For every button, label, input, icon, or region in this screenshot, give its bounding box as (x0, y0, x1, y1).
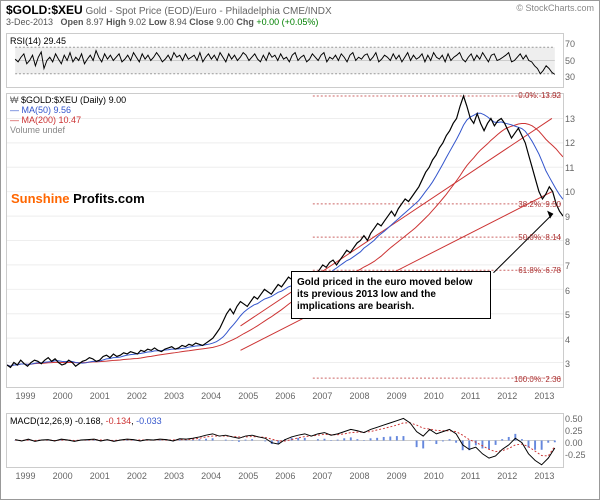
macd-x-axis: 1999 2000 2001 2002 2003 2004 2005 2006 2007 2008… (7, 471, 563, 481)
price-ytick: 8 (565, 237, 591, 247)
x-tick: 2007 (312, 471, 332, 481)
x-tick: 1999 (16, 471, 36, 481)
rsi-tick-50: 50 (565, 56, 591, 66)
date: 3-Dec-2013 (6, 17, 53, 27)
x-tick: 2009 (387, 471, 407, 481)
ohlc-row: 3-Dec-2013 Open 8.97 High 9.02 Low 8.94 … (6, 17, 594, 27)
watermark-sunshine: Sunshine (11, 191, 70, 206)
open-label: Open (61, 17, 84, 27)
price-ytick: 6 (565, 286, 591, 296)
chg-label: Chg (236, 17, 254, 27)
open-value: 8.97 (86, 17, 104, 27)
price-chart (7, 94, 563, 387)
x-tick: 2005 (238, 391, 258, 401)
close-value: 9.00 (216, 17, 234, 27)
macd-tick-2: 0.25 (565, 426, 591, 436)
rsi-tick-30: 30 (565, 72, 591, 82)
x-tick: 2013 (534, 471, 554, 481)
symbol-desc: Gold - Spot Price (EOD)/Euro - Philadelp… (85, 6, 331, 17)
ma200-label: MA(200) (22, 115, 57, 125)
macd-v1: -0.168 (75, 416, 101, 426)
chart-container: © StockCharts.com $GOLD:$XEU Gold - Spot… (0, 0, 600, 500)
macd-tick-3: 0.00 (565, 438, 591, 448)
watermark-profits: Profits.com (70, 191, 145, 206)
x-tick: 1999 (16, 391, 36, 401)
price-ytick: 4 (565, 335, 591, 345)
x-tick: 2011 (461, 391, 480, 401)
annotation-callout: Gold priced in the euro moved below its … (291, 271, 491, 319)
main-legend: ₩ $GOLD:$XEU (Daily) 9.00 — MA(50) 9.56 … (10, 96, 126, 136)
price-ytick: 13 (565, 114, 591, 124)
volume-label: Volume undef (10, 125, 65, 135)
x-tick: 2001 (90, 471, 110, 481)
macd-tick-1: 0.50 (565, 414, 591, 424)
macd-v2: -0.134 (106, 416, 132, 426)
x-tick: 2010 (424, 391, 444, 401)
symbol-title: $GOLD:$XEU (6, 3, 83, 17)
chg-value: +0.00 (+0.05%) (256, 17, 318, 27)
price-legend-label: $GOLD:$XEU (Daily) (21, 95, 106, 105)
attribution: © StockCharts.com (516, 3, 594, 13)
x-tick: 2004 (201, 391, 221, 401)
fib-level-label: 61.8%: 6.78 (518, 266, 561, 275)
macd-label: MACD(12,26,9) -0.168, -0.134, -0.033 (10, 416, 162, 426)
x-tick: 2012 (497, 471, 517, 481)
x-tick: 2013 (534, 391, 554, 401)
price-panel: ₩ $GOLD:$XEU (Daily) 9.00 — MA(50) 9.56 … (6, 93, 564, 388)
price-legend-value: 9.00 (109, 95, 127, 105)
watermark: Sunshine Profits.com (11, 191, 145, 206)
price-ytick: 3 (565, 359, 591, 369)
close-label: Close (189, 17, 214, 27)
x-tick: 2008 (350, 391, 370, 401)
high-label: High (106, 17, 126, 27)
rsi-chart (7, 34, 563, 87)
macd-panel: MACD(12,26,9) -0.168, -0.134, -0.033 0.5… (6, 413, 564, 468)
rsi-name: RSI(14) (10, 36, 41, 46)
x-tick: 2000 (53, 471, 73, 481)
x-tick: 2000 (53, 391, 73, 401)
x-tick: 2012 (497, 391, 517, 401)
ma200-value: 10.47 (59, 115, 82, 125)
x-tick: 2004 (201, 471, 221, 481)
chart-header: $GOLD:$XEU Gold - Spot Price (EOD)/Euro … (1, 1, 599, 29)
x-tick: 2003 (164, 391, 184, 401)
x-tick: 2008 (350, 471, 370, 481)
price-ytick: 9 (565, 212, 591, 222)
x-tick: 2002 (127, 391, 147, 401)
x-tick: 2003 (164, 471, 184, 481)
ma50-value: 9.56 (54, 105, 72, 115)
fib-level-label: 0.0%: 13.92 (518, 91, 561, 100)
x-tick: 2006 (275, 471, 295, 481)
price-ytick: 11 (565, 163, 591, 173)
x-tick: 2009 (387, 391, 407, 401)
x-tick: 2010 (424, 471, 444, 481)
low-value: 8.94 (169, 17, 187, 27)
fib-level-label: 50.0%: 8.14 (518, 233, 561, 242)
price-x-axis: 1999 2000 2001 2002 2003 2004 2005 2006 2007 2008… (7, 391, 563, 401)
macd-tick-4: -0.25 (565, 450, 591, 460)
rsi-label: RSI(14) 29.45 (10, 36, 66, 46)
x-tick: 2005 (238, 471, 258, 481)
fib-level-label: 38.2%: 9.50 (518, 200, 561, 209)
price-ytick: 10 (565, 187, 591, 197)
rsi-tick-70: 70 (565, 39, 591, 49)
low-label: Low (149, 17, 167, 27)
rsi-value: 29.45 (44, 36, 67, 46)
fib-level-label: 100.0%: 2.36 (514, 375, 561, 384)
ma50-label: MA(50) (22, 105, 52, 115)
macd-name: MACD(12,26,9) (10, 416, 73, 426)
macd-v3: -0.033 (136, 416, 162, 426)
x-tick: 2002 (127, 471, 147, 481)
price-ytick: 5 (565, 310, 591, 320)
x-tick: 2007 (312, 391, 332, 401)
x-tick: 2011 (461, 471, 480, 481)
price-ytick: 7 (565, 261, 591, 271)
x-tick: 2001 (90, 391, 110, 401)
x-tick: 2006 (275, 391, 295, 401)
rsi-panel: RSI(14) 29.45 70 50 30 (6, 33, 564, 88)
price-ytick: 12 (565, 138, 591, 148)
high-value: 9.02 (129, 17, 147, 27)
